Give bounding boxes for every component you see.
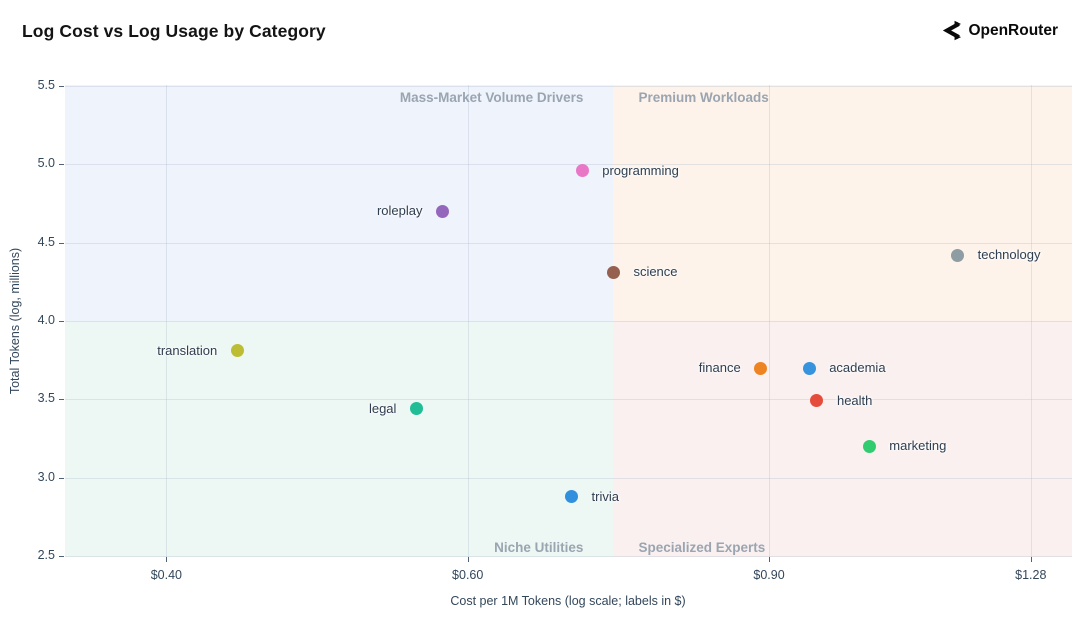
data-point-marketing[interactable] (862, 439, 876, 453)
x-tick-label: $0.90 (753, 568, 785, 582)
gridline-y (65, 556, 1072, 557)
data-point-label-legal: legal (368, 400, 397, 416)
gridline-y (65, 85, 1072, 87)
openrouter-icon (940, 20, 962, 41)
brand: OpenRouter (940, 20, 1058, 41)
data-point-label-science: science (633, 264, 678, 280)
data-point-roleplay[interactable] (435, 204, 449, 218)
data-point-label-trivia: trivia (591, 488, 619, 504)
data-point-academia[interactable] (802, 361, 816, 375)
data-point-label-finance: finance (698, 360, 741, 375)
quadrant-top-left: Mass-Market Volume Drivers (65, 85, 614, 321)
x-tick-label: $0.60 (452, 568, 484, 582)
quadrant-label-top-left: Mass-Market Volume Drivers (399, 90, 584, 105)
gridline-x (467, 85, 469, 557)
data-point-label-technology: technology (977, 247, 1041, 263)
quadrant-label-top-right: Premium Workloads (638, 90, 769, 105)
data-point-label-programming: programming (602, 162, 679, 178)
data-point-label-translation: translation (157, 342, 218, 358)
y-tick-mark (59, 164, 64, 166)
y-axis-title: Total Tokens (log, millions) (8, 247, 22, 395)
quadrant-bottom-left: Niche Utilities (65, 321, 614, 557)
data-point-label-marketing: marketing (889, 438, 947, 454)
x-tick-label: $1.28 (1015, 568, 1047, 582)
plot-area: Mass-Market Volume Drivers Premium Worklo… (65, 85, 1072, 557)
x-tick-mark (769, 557, 771, 562)
quadrant-top-right: Premium Workloads (613, 85, 1072, 321)
y-tick-label: 4.5 (37, 234, 55, 249)
y-tick-label: 4.0 (37, 313, 55, 327)
gridline-x (1030, 85, 1032, 557)
data-point-health[interactable] (810, 394, 824, 408)
gridline-x (769, 85, 771, 557)
y-tick-label: 3.0 (37, 469, 55, 484)
gridline-y (65, 242, 1072, 244)
page-title: Log Cost vs Log Usage by Category (22, 21, 326, 41)
x-tick-mark (1030, 557, 1032, 562)
y-tick-label: 5.0 (37, 156, 55, 171)
quadrant-bottom-right: Specialized Experts (613, 321, 1072, 557)
gridline-y (65, 164, 1072, 166)
data-point-legal[interactable] (409, 402, 423, 416)
data-point-technology[interactable] (951, 248, 965, 262)
gridline-x (166, 85, 168, 557)
y-tick-mark (59, 85, 64, 87)
y-tick-mark (59, 477, 64, 479)
gridline-y (65, 477, 1072, 479)
y-tick-label: 3.5 (37, 391, 55, 406)
data-point-label-health: health (836, 392, 873, 408)
quadrant-label-bottom-right: Specialized Experts (638, 540, 766, 555)
y-tick-mark (59, 321, 64, 322)
y-tick-mark (59, 399, 64, 401)
gridline-y (65, 399, 1072, 401)
y-tick-label: 5.5 (37, 77, 55, 92)
x-tick-mark (467, 557, 469, 562)
y-tick-label: 2.5 (37, 548, 55, 563)
brand-label: OpenRouter (968, 21, 1058, 39)
data-point-trivia[interactable] (565, 490, 579, 503)
y-tick-mark (59, 556, 64, 558)
data-point-label-roleplay: roleplay (376, 203, 423, 219)
data-point-science[interactable] (606, 265, 620, 279)
data-point-translation[interactable] (230, 344, 244, 358)
x-axis-title: Cost per 1M Tokens (log scale; labels in… (450, 594, 686, 608)
y-tick-mark (59, 242, 64, 244)
x-tick-label: $0.40 (150, 568, 182, 582)
data-point-programming[interactable] (575, 164, 589, 178)
quadrant-label-bottom-left: Niche Utilities (494, 540, 584, 555)
x-tick-mark (166, 557, 168, 562)
data-point-label-academia: academia (829, 360, 886, 375)
data-point-finance[interactable] (754, 361, 768, 375)
gridline-y (65, 321, 1072, 322)
